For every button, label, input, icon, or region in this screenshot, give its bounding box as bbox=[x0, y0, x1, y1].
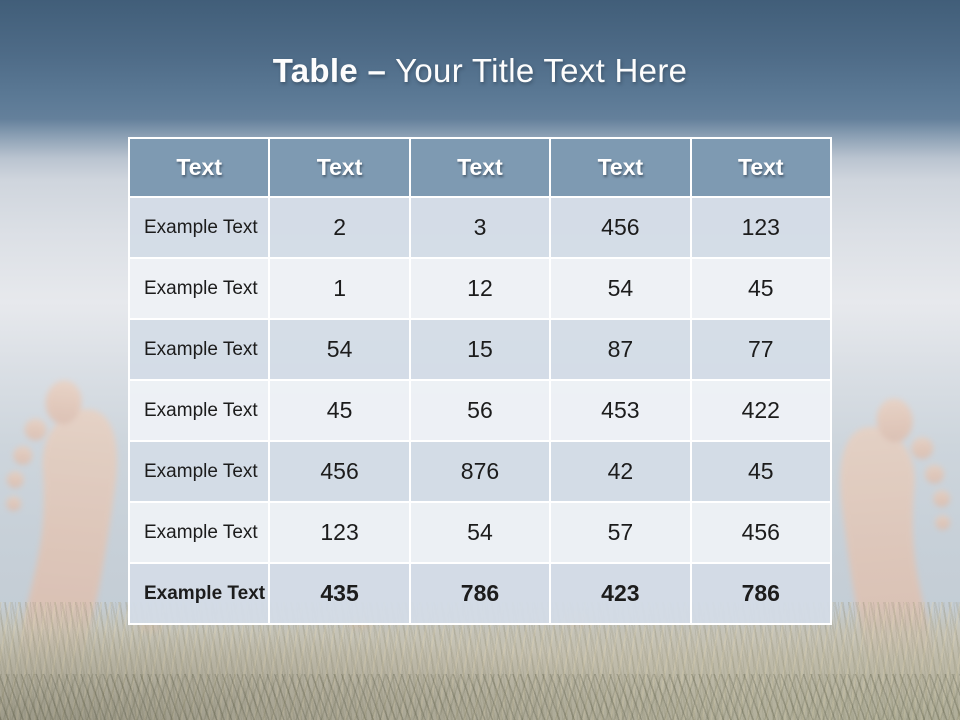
row-label-cell: Example Text bbox=[127, 440, 271, 503]
value-cell: 123 bbox=[689, 196, 833, 259]
row-label-cell: Example Text bbox=[127, 257, 271, 320]
title-regular-text: Your Title Text Here bbox=[395, 52, 688, 89]
value-cell: 15 bbox=[408, 318, 552, 381]
value-cell: 45 bbox=[689, 257, 833, 320]
value-cell: 56 bbox=[408, 379, 552, 442]
table-row: Example Text 435 786 423 786 bbox=[127, 562, 833, 625]
value-cell: 123 bbox=[268, 501, 411, 564]
value-cell: 1 bbox=[268, 257, 411, 320]
value-cell: 423 bbox=[549, 562, 692, 625]
header-cell: Text bbox=[549, 137, 692, 198]
value-cell: 87 bbox=[549, 318, 692, 381]
value-cell: 435 bbox=[268, 562, 411, 625]
table-header: Text Text Text Text Text bbox=[127, 137, 833, 198]
value-cell: 456 bbox=[549, 196, 692, 259]
value-cell: 54 bbox=[408, 501, 552, 564]
value-cell: 3 bbox=[408, 196, 552, 259]
row-label-cell: Example Text bbox=[127, 196, 271, 259]
row-label-cell: Example Text bbox=[127, 562, 271, 625]
value-cell: 54 bbox=[549, 257, 692, 320]
value-cell: 453 bbox=[549, 379, 692, 442]
title-bold-text: Table – bbox=[272, 52, 387, 89]
value-cell: 57 bbox=[549, 501, 692, 564]
table-row: Example Text 2 3 456 123 bbox=[127, 196, 833, 259]
value-cell: 876 bbox=[408, 440, 552, 503]
header-cell: Text bbox=[127, 137, 271, 198]
header-cell: Text bbox=[268, 137, 411, 198]
value-cell: 2 bbox=[268, 196, 411, 259]
data-table: Text Text Text Text Text Example Text 2 3 456 12… bbox=[127, 137, 833, 625]
table-row: Example Text 45 56 453 422 bbox=[127, 379, 833, 442]
value-cell: 786 bbox=[689, 562, 833, 625]
table-row: Example Text 54 15 87 77 bbox=[127, 318, 833, 381]
table-row: Example Text 123 54 57 456 bbox=[127, 501, 833, 564]
value-cell: 456 bbox=[268, 440, 411, 503]
value-cell: 45 bbox=[268, 379, 411, 442]
value-cell: 12 bbox=[408, 257, 552, 320]
value-cell: 42 bbox=[549, 440, 692, 503]
row-label-cell: Example Text bbox=[127, 318, 271, 381]
row-label-cell: Example Text bbox=[127, 379, 271, 442]
slide-title: Table – Your Title Text Here bbox=[0, 52, 960, 90]
header-cell: Text bbox=[689, 137, 833, 198]
row-label-cell: Example Text bbox=[127, 501, 271, 564]
value-cell: 422 bbox=[689, 379, 833, 442]
table-row: Example Text 456 876 42 45 bbox=[127, 440, 833, 503]
value-cell: 456 bbox=[689, 501, 833, 564]
value-cell: 786 bbox=[408, 562, 552, 625]
value-cell: 45 bbox=[689, 440, 833, 503]
header-row: Text Text Text Text Text bbox=[127, 137, 833, 198]
header-cell: Text bbox=[408, 137, 552, 198]
table-row: Example Text 1 12 54 45 bbox=[127, 257, 833, 320]
value-cell: 54 bbox=[268, 318, 411, 381]
table-body: Example Text 2 3 456 123 Example Text 1 12 54 45 E… bbox=[127, 196, 833, 625]
value-cell: 77 bbox=[689, 318, 833, 381]
